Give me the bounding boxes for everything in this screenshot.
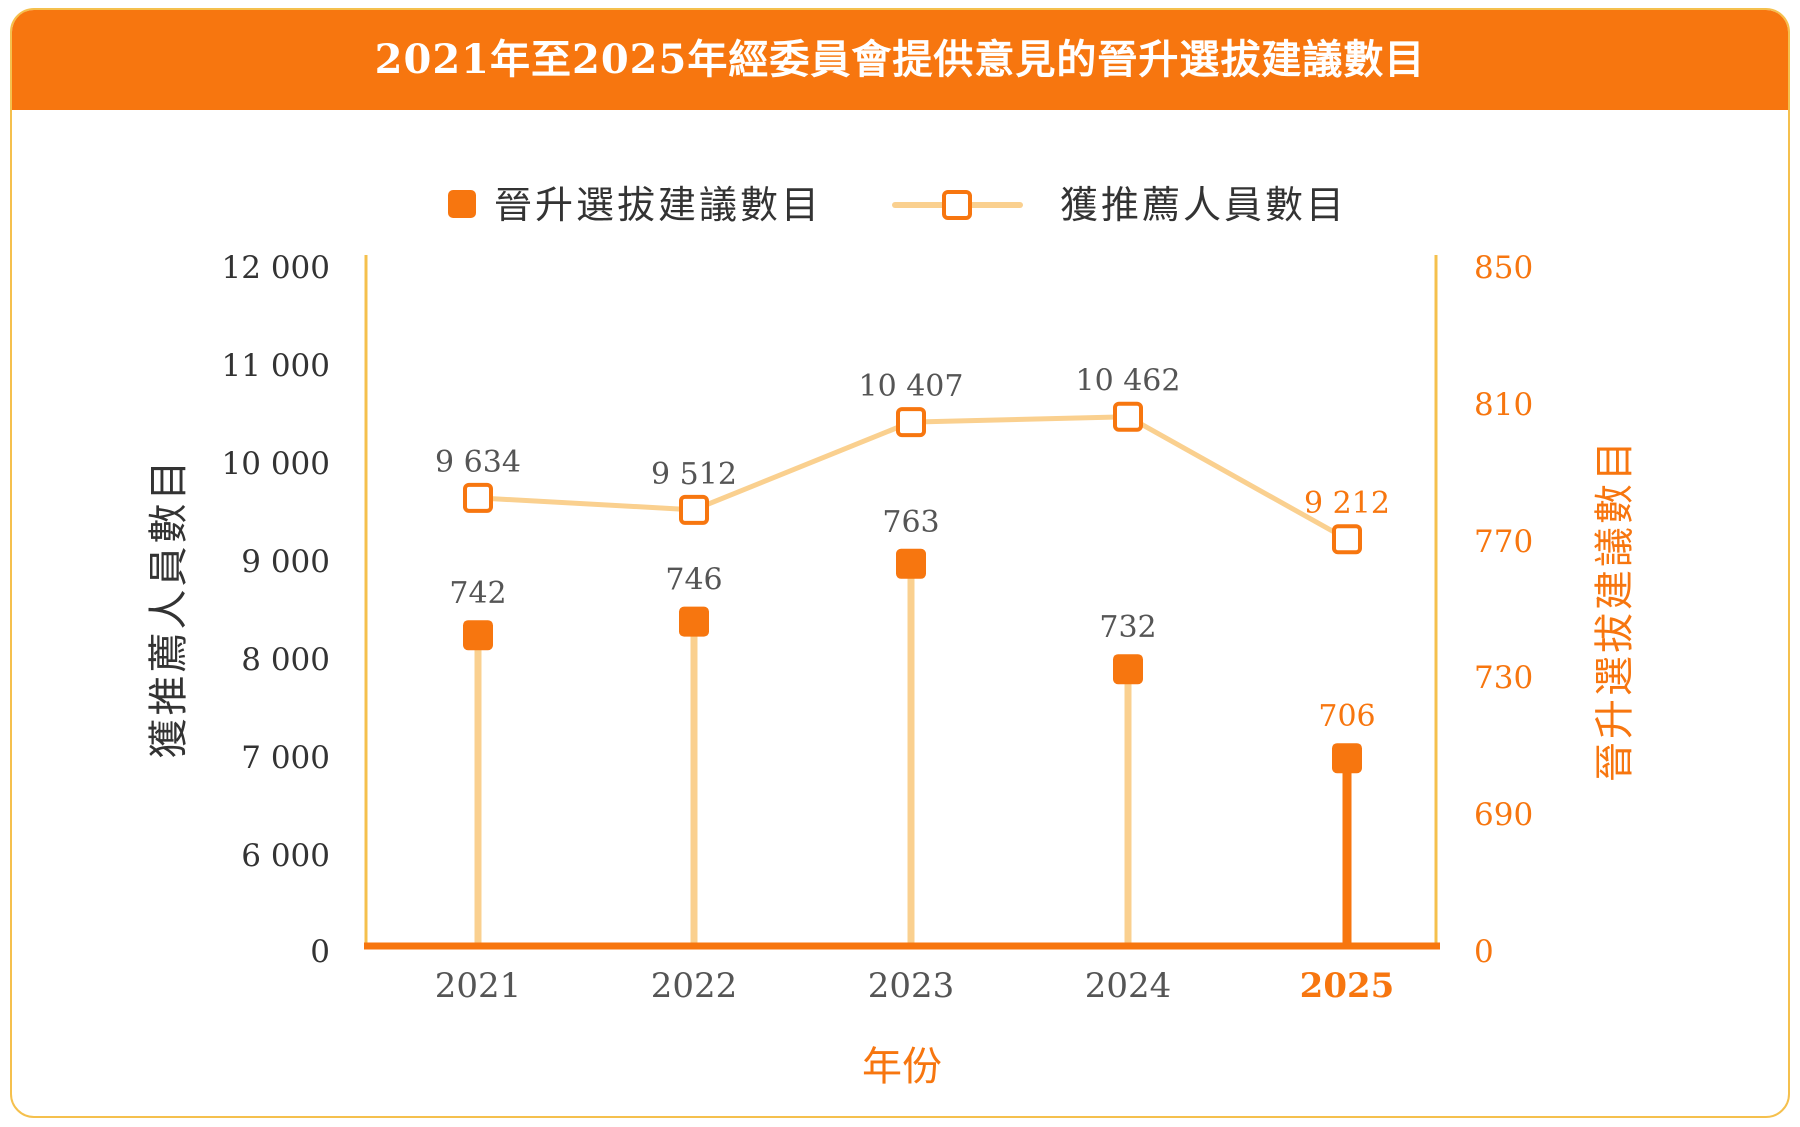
x-axis-title: 年份 (862, 1044, 942, 1090)
right-axis-title: 晉升選拔建議數目 (1592, 438, 1638, 782)
line-series: 9 634 9 512 10 407 10 462 9 212 (435, 364, 1390, 555)
left-tick-label: 0 (310, 934, 330, 970)
stem-data-label: 732 (1099, 610, 1156, 645)
right-tick-label: 690 (1474, 797, 1533, 833)
x-tick-label: 2023 (868, 966, 955, 1006)
stem-data-label: 706 (1318, 699, 1375, 734)
stem-marker (1113, 654, 1143, 685)
left-tick-label: 11 000 (222, 348, 330, 384)
line-marker (896, 407, 926, 438)
left-axis-title: 獲推薦人員數目 (146, 458, 192, 759)
legend-stem-label: 晉升選拔建議數目 (494, 183, 822, 227)
line-marker (463, 482, 493, 513)
line-data-label: 9 512 (651, 457, 737, 492)
legend-line-label: 獲推薦人員數目 (1060, 183, 1347, 227)
chart-title: 2021年至2025年經委員會提供意見的晉升選拔建議數目 (12, 10, 1788, 110)
left-tick-label: 10 000 (222, 446, 330, 482)
line-marker (1113, 401, 1143, 432)
legend-stem-marker (448, 190, 476, 218)
stem-marker (679, 606, 709, 637)
right-tick-label: 850 (1474, 250, 1533, 286)
line-data-label: 10 462 (1076, 364, 1181, 399)
left-tick-label: 7 000 (241, 740, 330, 776)
stem-marker (1332, 743, 1362, 774)
line-marker (1332, 524, 1362, 555)
line-data-label: 10 407 (859, 369, 964, 404)
x-tick-label: 2021 (435, 966, 522, 1006)
stem-marker (896, 548, 926, 579)
right-tick-label: 730 (1474, 660, 1533, 696)
legend: 晉升選拔建議數目 獲推薦人員數目 (448, 183, 1347, 227)
left-tick-labels: 12 000 11 000 10 000 9 000 8 000 7 000 6 000 0 (222, 250, 330, 970)
stem-data-label: 746 (665, 563, 722, 598)
x-tick-label: 2024 (1085, 966, 1172, 1006)
legend-line-marker (942, 190, 972, 220)
chart-card: 2021年至2025年經委員會提供意見的晉升選拔建議數目 (10, 8, 1790, 1118)
left-tick-label: 9 000 (241, 544, 330, 580)
x-tick-label: 2022 (651, 966, 738, 1006)
right-tick-label: 770 (1474, 524, 1533, 560)
left-tick-label: 12 000 (222, 250, 330, 286)
line-data-label: 9 634 (435, 445, 521, 480)
left-tick-label: 8 000 (241, 642, 330, 678)
right-tick-label: 0 (1474, 934, 1494, 970)
left-tick-label: 6 000 (241, 838, 330, 874)
stem-series: 742 746 763 732 706 (449, 505, 1376, 946)
right-tick-labels: 850 810 770 730 690 0 (1474, 250, 1533, 970)
x-tick-label: 2025 (1300, 966, 1395, 1006)
line-data-label: 9 212 (1304, 486, 1390, 521)
line-marker (679, 494, 709, 525)
x-tick-labels: 2021 2022 2023 2024 2025 (435, 966, 1395, 1006)
stem-marker (463, 620, 493, 651)
right-tick-label: 810 (1474, 387, 1533, 423)
stem-data-label: 763 (882, 505, 939, 540)
stem-data-label: 742 (449, 576, 506, 611)
